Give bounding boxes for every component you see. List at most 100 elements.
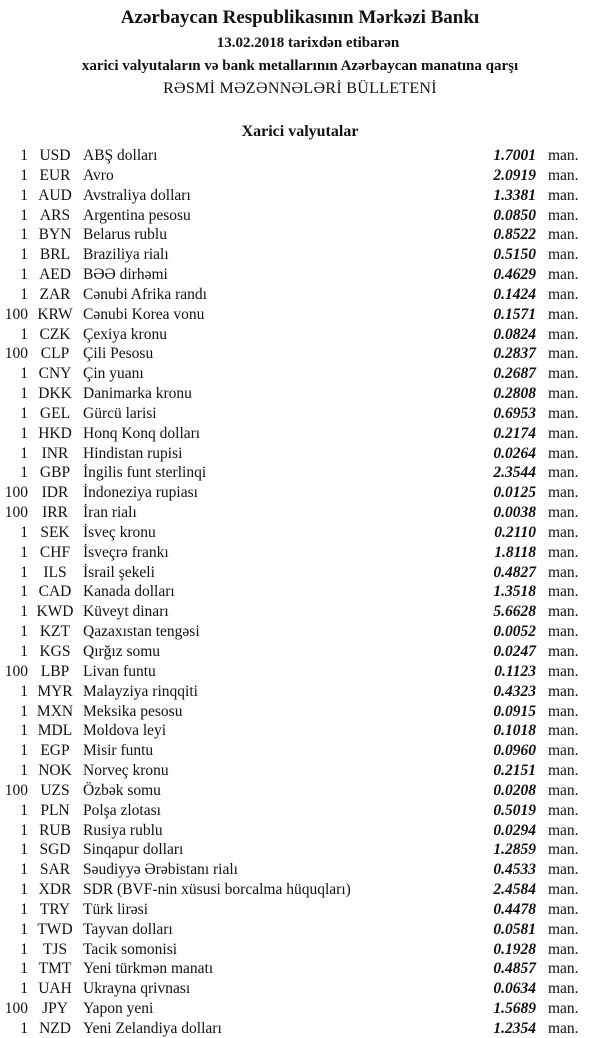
- rate-row: 1 KGS Qırğız somu 0.0247 man.: [0, 643, 600, 661]
- currency-code: BYN: [38, 226, 72, 243]
- rate-value: 0.2687: [493, 365, 536, 382]
- unit-label: man.: [548, 1020, 579, 1037]
- quantity: 1: [20, 762, 28, 779]
- rate-row: 1 INR Hindistan rupisi 0.0264 man.: [0, 445, 600, 463]
- currency-name: Çexiya kronu: [83, 326, 167, 343]
- rate-value: 0.1928: [493, 941, 536, 958]
- quantity: 1: [20, 147, 28, 164]
- rate-value: 1.2859: [493, 841, 536, 858]
- rate-value: 0.2837: [493, 345, 536, 362]
- rate-row: 100 IDR İndoneziya rupiası 0.0125 man.: [0, 484, 600, 502]
- rate-value: 0.8522: [493, 226, 536, 243]
- unit-label: man.: [548, 722, 579, 739]
- rate-row: 1 ARS Argentina pesosu 0.0850 man.: [0, 207, 600, 225]
- currency-name: Cənubi Korea vonu: [83, 306, 205, 323]
- currency-name: Malayziya rinqqiti: [83, 683, 198, 700]
- rate-row: 1 KWD Küveyt dinarı 5.6628 man.: [0, 603, 600, 621]
- currency-name: Ukrayna qrivnası: [83, 980, 191, 997]
- rate-row: 1 AUD Avstraliya dolları 1.3381 man.: [0, 187, 600, 205]
- currency-code: CNY: [38, 365, 72, 382]
- unit-label: man.: [548, 246, 579, 263]
- currency-code: SAR: [39, 861, 71, 878]
- quantity: 1: [20, 683, 28, 700]
- quantity: 1: [20, 861, 28, 878]
- rate-value: 2.0919: [493, 167, 536, 184]
- currency-code: SEK: [40, 524, 70, 541]
- quantity: 100: [4, 663, 28, 680]
- currency-code: TWD: [37, 921, 73, 938]
- currency-code: AUD: [38, 187, 72, 204]
- section-title: Xarici valyutalar: [241, 123, 359, 140]
- currency-name: Belarus rublu: [83, 226, 167, 243]
- quantity: 1: [20, 881, 28, 898]
- quantity: 1: [20, 246, 28, 263]
- quantity: 1: [20, 187, 28, 204]
- rate-value: 1.8118: [494, 544, 536, 561]
- rate-row: 100 IRR İran rialı 0.0038 man.: [0, 504, 600, 522]
- quantity: 1: [20, 960, 28, 977]
- unit-label: man.: [548, 544, 579, 561]
- currency-code: ILS: [43, 564, 67, 581]
- currency-name: Türk lirəsi: [83, 901, 148, 918]
- unit-label: man.: [548, 742, 579, 759]
- rate-row: 100 KRW Cənubi Korea vonu 0.1571 man.: [0, 306, 600, 324]
- rate-row: 1 KZT Qazaxıstan tengəsi 0.0052 man.: [0, 623, 600, 641]
- currency-code: KWD: [36, 603, 74, 620]
- currency-name: İsrail şekeli: [83, 564, 155, 581]
- quantity: 1: [20, 445, 28, 462]
- currency-name: Yapon yeni: [83, 1000, 154, 1017]
- rate-value: 2.4584: [493, 881, 536, 898]
- quantity: 1: [20, 802, 28, 819]
- rate-row: 1 GEL Gürcü larisi 0.6953 man.: [0, 405, 600, 423]
- rate-row: 1 TRY Türk lirəsi 0.4478 man.: [0, 901, 600, 919]
- quantity: 1: [20, 643, 28, 660]
- currency-name: Yeni türkmən manatı: [83, 960, 214, 977]
- currency-name: Meksika pesosu: [83, 703, 183, 720]
- currency-code: TMT: [38, 960, 72, 977]
- rate-value: 0.4827: [493, 564, 536, 581]
- currency-code: KGS: [39, 643, 71, 660]
- unit-label: man.: [548, 504, 579, 521]
- rate-value: 1.7001: [493, 147, 536, 164]
- currency-code: HKD: [38, 425, 72, 442]
- currency-name: Kanada dolları: [83, 583, 175, 600]
- rate-row: 1 SGD Sinqapur dolları 1.2859 man.: [0, 841, 600, 859]
- quantity: 1: [20, 583, 28, 600]
- quantity: 1: [20, 703, 28, 720]
- unit-label: man.: [548, 524, 579, 541]
- unit-label: man.: [548, 623, 579, 640]
- rate-row: 1 CZK Çexiya kronu 0.0824 man.: [0, 326, 600, 344]
- rate-row: 1 HKD Honq Konq dolları 0.2174 man.: [0, 425, 600, 443]
- currency-name: Çili Pesosu: [83, 345, 154, 362]
- currency-name: Danimarka kronu: [83, 385, 192, 402]
- unit-label: man.: [548, 365, 579, 382]
- unit-label: man.: [548, 167, 579, 184]
- unit-label: man.: [548, 782, 579, 799]
- quantity: 100: [4, 504, 28, 521]
- unit-label: man.: [548, 921, 579, 938]
- rate-value: 0.0850: [493, 207, 536, 224]
- currency-code: DKK: [38, 385, 72, 402]
- rate-value: 0.5150: [493, 246, 536, 263]
- currency-code: LBP: [40, 663, 70, 680]
- rate-value: 0.4478: [493, 901, 536, 918]
- currency-code: KRW: [37, 306, 73, 323]
- rate-row: 1 XDR SDR (BVF-nin xüsusi borcalma hüquqla…: [0, 881, 600, 899]
- quantity: 1: [20, 901, 28, 918]
- currency-code: CLP: [40, 345, 70, 362]
- currency-code: PLN: [40, 802, 70, 819]
- rate-value: 0.1424: [493, 286, 536, 303]
- currency-name: Norveç kronu: [83, 762, 169, 779]
- currency-code: MDL: [37, 722, 73, 739]
- rate-value: 0.2110: [494, 524, 536, 541]
- currency-code: EGP: [40, 742, 70, 759]
- rate-row: 1 DKK Danimarka kronu 0.2808 man.: [0, 385, 600, 403]
- unit-label: man.: [548, 901, 579, 918]
- currency-name: Moldova leyi: [83, 722, 167, 739]
- rate-value: 0.4533: [493, 861, 536, 878]
- unit-label: man.: [548, 464, 579, 481]
- quantity: 100: [4, 484, 28, 501]
- unit-label: man.: [548, 1000, 579, 1017]
- unit-label: man.: [548, 226, 579, 243]
- currency-code: RUB: [39, 822, 71, 839]
